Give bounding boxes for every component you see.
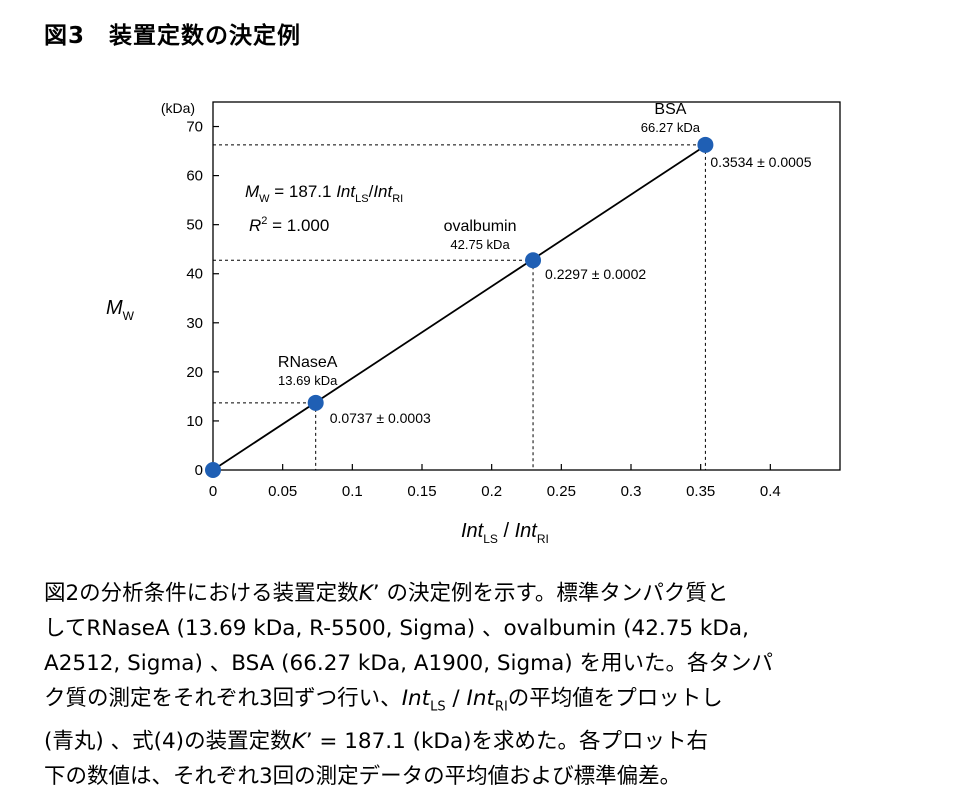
caption-text: Int xyxy=(466,686,495,711)
y-tick-label: 10 xyxy=(186,413,203,430)
caption-text: してRNaseA (13.69 kDa, R-5500, Sigma) 、ova… xyxy=(44,616,749,641)
y-tick-label: 30 xyxy=(186,315,203,332)
y-tick-label: 60 xyxy=(186,168,203,185)
x-axis-label-sub: LS xyxy=(483,532,498,546)
x-tick-label: 0.1 xyxy=(342,483,363,500)
eq-m-sub: W xyxy=(259,193,270,205)
eq-m: M xyxy=(245,182,260,201)
caption-text: ’ = 187.1 (kDa)を求めた。各プロット右 xyxy=(305,729,709,755)
x-tick-label: 0 xyxy=(209,483,217,500)
point-value-label: 0.2297 ± 0.0002 xyxy=(545,266,646,282)
y-tick-label: 0 xyxy=(195,462,203,479)
y-tick-label: 70 xyxy=(186,119,203,136)
r2-sup: 2 xyxy=(261,215,267,227)
caption-text: Int xyxy=(401,686,431,711)
caption-line: してRNaseA (13.69 kDa, R-5500, Sigma) 、ova… xyxy=(44,611,944,646)
caption-text: (青丸) 、式(4)の装置定数 xyxy=(44,729,292,755)
eq-int1: Int xyxy=(336,182,356,201)
caption-line: 図2の分析条件における装置定数K’ の決定例を示す。標準タンパク質と xyxy=(44,576,944,611)
point-value-label: 0.0737 ± 0.0003 xyxy=(330,410,431,426)
caption-text: ’ の決定例を示す。標準タンパク質と xyxy=(372,581,729,606)
caption-text: K xyxy=(358,581,373,606)
caption-text: RI xyxy=(494,699,508,715)
r-squared: R2 = 1.000 xyxy=(249,215,329,235)
x-axis-label-main2: Int xyxy=(515,520,539,542)
eq-int2-sub: RI xyxy=(392,193,403,205)
r2-r: R xyxy=(249,216,261,235)
caption-line: (青丸) 、式(4)の装置定数K’ = 187.1 (kDa)を求めた。各プロッ… xyxy=(44,724,944,759)
scatter-chart: RNaseA 13.69 kDa 0.0737 ± 0.0003 ovalbumin 4… xyxy=(106,100,841,546)
caption-text: 下の数値は、それぞれ3回の測定データの平均値および標準偏差。 xyxy=(44,764,682,790)
guide-lines xyxy=(213,144,706,470)
x-tick-label: 0.2 xyxy=(481,483,502,500)
caption-text: / xyxy=(445,686,467,711)
data-point xyxy=(525,252,542,269)
x-axis-label: IntLS / IntRI xyxy=(461,520,549,546)
y-axis-label: MW xyxy=(106,297,135,323)
fit-line-group xyxy=(212,144,706,471)
y-axis-label-sub: W xyxy=(123,309,135,323)
fit-equation: MW = 187.1 IntLS/IntRI xyxy=(245,182,403,205)
figure-title: 図3 装置定数の決定例 xyxy=(44,23,302,49)
x-tick-label: 0.15 xyxy=(407,483,436,500)
point-name-label: RNaseA xyxy=(278,354,338,371)
axis-text: 0 0.05 0.1 0.15 0.2 0.25 0.3 0.35 0.4 0 10 20 30 40 50… xyxy=(106,100,781,546)
caption-text: の平均値をプロットし xyxy=(507,686,723,711)
x-tick-label: 0.3 xyxy=(621,483,642,500)
point-value-label: 0.3534 ± 0.0005 xyxy=(710,154,811,170)
data-point xyxy=(205,462,221,478)
point-name-label: ovalbumin xyxy=(444,218,517,235)
y-tick-label: 50 xyxy=(186,217,203,234)
caption-text: ク質の測定をそれぞれ3回ずつ行い、 xyxy=(44,686,402,711)
y-tick-label: 20 xyxy=(186,364,203,381)
x-tick-label: 0.4 xyxy=(760,483,781,500)
x-tick-label: 0.25 xyxy=(547,483,576,500)
point-labels: RNaseA 13.69 kDa 0.0737 ± 0.0003 ovalbumin 4… xyxy=(278,101,812,426)
fit-line xyxy=(212,144,706,471)
caption-text: 図2の分析条件における装置定数 xyxy=(44,581,359,606)
y-tick-label: 40 xyxy=(186,266,203,283)
data-points xyxy=(205,136,714,478)
caption-text: LS xyxy=(430,699,446,715)
r2-value: = 1.000 xyxy=(267,216,329,235)
caption-line: 下の数値は、それぞれ3回の測定データの平均値および標準偏差。 xyxy=(44,759,944,794)
point-mw-label: 42.75 kDa xyxy=(450,237,510,252)
figure-caption: 図2の分析条件における装置定数K’ の決定例を示す。標準タンパク質と してRNas… xyxy=(44,576,944,794)
point-name-label: BSA xyxy=(654,101,686,118)
x-axis-label-sep: / xyxy=(498,520,515,542)
eq-int2: Int xyxy=(373,182,393,201)
eq-slope: = 187.1 xyxy=(270,182,337,201)
eq-int1-sub: LS xyxy=(355,193,368,205)
x-axis-label-main: Int xyxy=(461,520,485,542)
y-unit-label: (kDa) xyxy=(161,100,195,116)
point-mw-label: 66.27 kDa xyxy=(641,120,701,135)
x-tick-label: 0.05 xyxy=(268,483,297,500)
y-axis-label-main: M xyxy=(106,297,123,319)
point-mw-label: 13.69 kDa xyxy=(278,373,338,388)
x-axis-label-sub2: RI xyxy=(537,532,549,546)
caption-line: A2512, Sigma) 、BSA (66.27 kDa, A1900, Si… xyxy=(44,646,944,681)
caption-text: K xyxy=(291,729,306,755)
caption-text: A2512, Sigma) 、BSA (66.27 kDa, A1900, Si… xyxy=(44,651,773,676)
data-point xyxy=(307,394,324,411)
caption-line: ク質の測定をそれぞれ3回ずつ行い、IntLS / IntRIの平均値をプロットし xyxy=(44,681,944,724)
data-point xyxy=(697,136,714,153)
eq-slash: / xyxy=(369,182,374,201)
x-tick-label: 0.35 xyxy=(686,483,715,500)
plot-frame xyxy=(212,101,841,471)
